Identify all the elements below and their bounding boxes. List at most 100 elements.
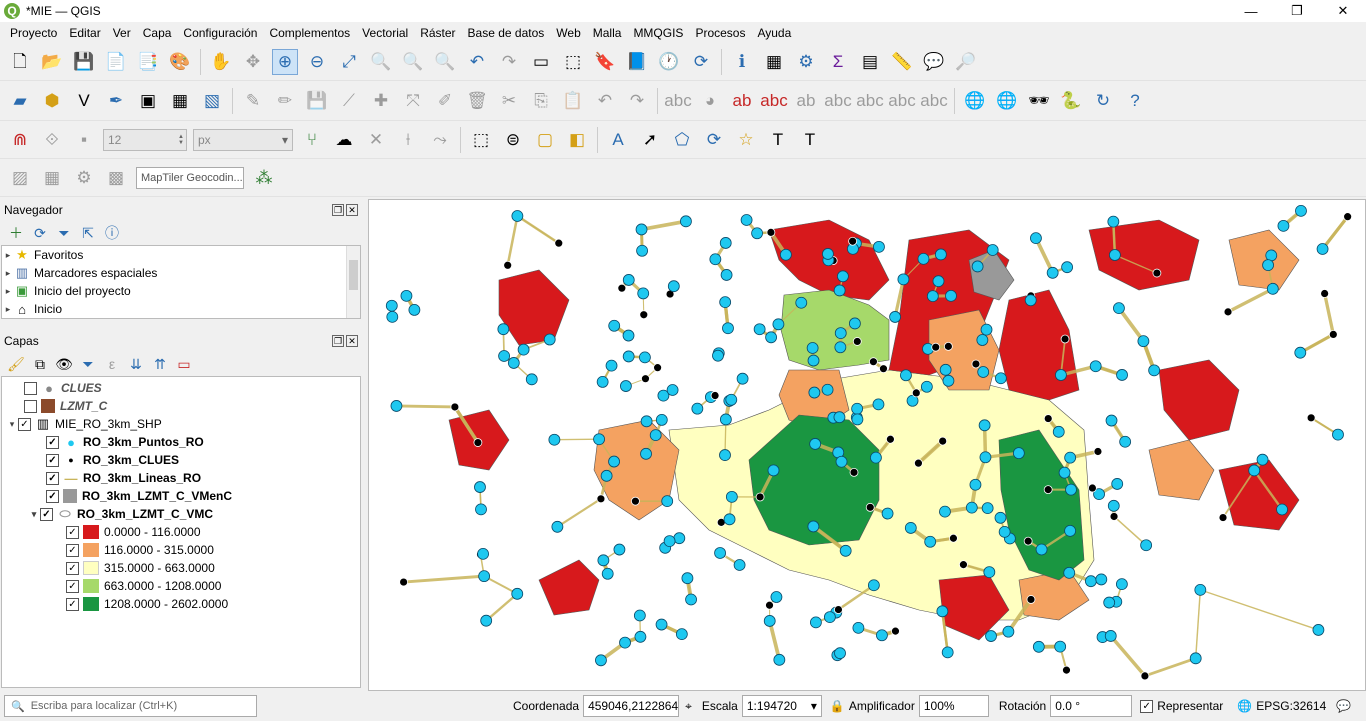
float-panel-icon[interactable]: ❐ <box>332 335 344 347</box>
new-map-view-icon[interactable]: ▭ <box>532 52 550 71</box>
pan-to-selection-icon[interactable]: ✥ <box>245 52 261 71</box>
data-source-manager-icon[interactable]: ▰ <box>13 91 27 110</box>
zoom-out-icon[interactable]: ⊖ <box>309 52 325 71</box>
layer-checkbox[interactable] <box>24 381 37 395</box>
map-canvas[interactable] <box>368 199 1366 691</box>
browser-item-favoritos[interactable]: ▸ ★ Favoritos <box>5 247 84 262</box>
copy-features-icon[interactable]: ⎘ <box>534 91 548 110</box>
browser-scrollbar[interactable] <box>346 246 360 318</box>
temporal-controller-icon[interactable]: 🕐 <box>658 52 680 71</box>
raster-calc-icon[interactable]: ▦ <box>43 168 61 187</box>
select-features-icon[interactable]: ⬚ <box>472 130 490 149</box>
filter-icon[interactable]: 🔎 <box>955 52 977 71</box>
filter-expression-icon[interactable]: ε <box>108 356 116 372</box>
tracing-icon[interactable]: ⤳ <box>433 130 447 149</box>
style-layer-icon[interactable]: 🖌 <box>7 356 25 372</box>
layer-checkbox[interactable] <box>18 417 31 431</box>
legend-class-1[interactable]: 0.0000 - 116.0000 <box>2 523 360 541</box>
layer-row-clues-ro[interactable]: ●RO_3km_CLUES <box>2 451 360 469</box>
change-label-icon[interactable]: abc <box>888 91 916 110</box>
redo-icon[interactable]: ↷ <box>629 91 645 110</box>
style-manager-icon[interactable]: 🎨 <box>169 52 191 71</box>
render-checkbox[interactable] <box>1140 699 1154 713</box>
maximize-icon[interactable]: ❐ <box>1291 3 1303 18</box>
coord-field[interactable]: 459046,2122864 <box>583 695 680 717</box>
menu-editar[interactable]: Editar <box>69 25 101 40</box>
map-svg[interactable] <box>369 200 1366 691</box>
filter-icon[interactable]: ⏷ <box>58 225 70 241</box>
zoom-full-icon[interactable]: ⤢ <box>342 52 356 71</box>
layer-checkbox[interactable] <box>24 399 37 413</box>
globe-icon[interactable]: 🌐 <box>964 91 986 110</box>
deselect-features-icon[interactable]: ▢ <box>536 130 554 149</box>
refresh-icon[interactable]: ⟳ <box>693 52 709 71</box>
new-geopackage-layer-icon[interactable]: ⬢ <box>44 91 60 110</box>
add-mesh-layer-icon[interactable]: ▧ <box>203 91 221 110</box>
menu-mmqgis[interactable]: MMQGIS <box>633 25 684 40</box>
close-icon[interactable]: ✕ <box>1337 3 1349 18</box>
toggle-editing-icon[interactable]: ✎ <box>245 91 261 110</box>
browser-item-inicio[interactable]: ▸ ⌂ Inicio <box>5 301 63 317</box>
snapping-type-icon[interactable]: ▪ <box>80 130 88 149</box>
edit-pencil-icon[interactable]: ✏ <box>277 91 293 110</box>
new-temporary-layer-icon[interactable]: ▣ <box>139 91 157 110</box>
rotate-label-icon[interactable]: abc <box>856 91 884 110</box>
menu-ayuda[interactable]: Ayuda <box>757 25 792 40</box>
pin-labels-icon[interactable]: abc <box>760 91 788 110</box>
highlight-pinned-labels-icon[interactable]: ab <box>732 91 752 110</box>
crs-globe-icon[interactable]: 🌐 <box>1237 699 1253 713</box>
plugin-reloader-icon[interactable]: ↻ <box>1095 91 1111 110</box>
snapping-layers-icon[interactable]: ⟐ <box>45 130 59 149</box>
coord-toggle-icon[interactable]: ⌖ <box>685 698 692 713</box>
topological-editing-icon[interactable]: ⑂ <box>306 130 318 149</box>
snapping-tolerance-input[interactable]: 12 <box>103 128 187 151</box>
raster-tool-icon[interactable]: ▩ <box>107 168 125 187</box>
modify-attributes-icon[interactable]: ✐ <box>437 91 453 110</box>
open-project-icon[interactable]: 📂 <box>41 52 63 71</box>
rotation-field[interactable]: 0.0 ° <box>1050 695 1133 717</box>
align-rasters-icon[interactable]: ⚙ <box>76 168 92 187</box>
label-properties-icon[interactable]: abc <box>920 91 948 110</box>
layer-row-clues[interactable]: ● CLUES <box>2 379 360 397</box>
locator-input[interactable]: 🔍 Escriba para localizar (Ctrl+K) <box>4 695 257 717</box>
layer-group-mie-ro[interactable]: ▾▥MIE_RO_3km_SHP <box>2 415 360 433</box>
save-project-icon[interactable]: 💾 <box>73 52 95 71</box>
menu-ver[interactable]: Ver <box>112 25 131 40</box>
add-text-point-icon[interactable]: T <box>772 130 784 149</box>
zoom-next-icon[interactable]: ↷ <box>501 52 517 71</box>
legend-checkbox[interactable] <box>66 579 79 593</box>
zoom-to-layer-icon[interactable]: 🔍 <box>402 52 424 71</box>
menu-configuracion[interactable]: Configuración <box>183 25 258 40</box>
add-marker-annotation-icon[interactable]: ☆ <box>738 130 754 149</box>
new-shapefile-layer-icon[interactable]: V <box>78 91 90 110</box>
magnifier-field[interactable]: 100% <box>918 695 989 717</box>
collapse-all-icon[interactable]: ⇈ <box>154 356 166 372</box>
menu-raster[interactable]: Ráster <box>420 25 456 40</box>
map-tips-icon[interactable]: 💬 <box>923 52 945 71</box>
expand-all-icon[interactable]: ⇊ <box>130 356 142 372</box>
avoid-overlap-icon[interactable]: ☁ <box>335 130 353 149</box>
georeferencer-icon[interactable]: ▨ <box>11 168 29 187</box>
messages-icon[interactable]: 💬 <box>1336 699 1352 713</box>
save-edits-icon[interactable]: 💾 <box>306 91 328 110</box>
python-console-icon[interactable]: 🐍 <box>1060 91 1082 110</box>
layer-checkbox[interactable] <box>46 489 59 503</box>
legend-class-5[interactable]: 1208.0000 - 2602.0000 <box>2 595 360 613</box>
select-location-icon[interactable]: ◧ <box>568 130 586 149</box>
identify-features-icon[interactable]: ℹ <box>738 52 746 71</box>
layer-row-puntos[interactable]: ●RO_3km_Puntos_RO <box>2 433 360 451</box>
add-text-annotation-icon[interactable]: A <box>612 130 624 149</box>
layer-checkbox[interactable] <box>46 435 59 449</box>
menu-base-de-datos[interactable]: Base de datos <box>467 25 545 40</box>
pan-icon[interactable]: ✋ <box>210 52 232 71</box>
float-panel-icon[interactable]: ❐ <box>332 204 344 216</box>
move-label-icon[interactable]: abc <box>824 91 852 110</box>
cut-features-icon[interactable]: ✂ <box>501 91 517 110</box>
vertex-tool-icon[interactable]: ⤧ <box>406 91 420 110</box>
refresh-icon[interactable]: ⟳ <box>34 225 46 241</box>
menu-procesos[interactable]: Procesos <box>695 25 746 40</box>
show-bookmarks-icon[interactable]: 📘 <box>626 52 648 71</box>
layer-checkbox[interactable] <box>46 453 59 467</box>
menu-web[interactable]: Web <box>556 25 581 40</box>
layer-checkbox[interactable] <box>40 507 53 521</box>
